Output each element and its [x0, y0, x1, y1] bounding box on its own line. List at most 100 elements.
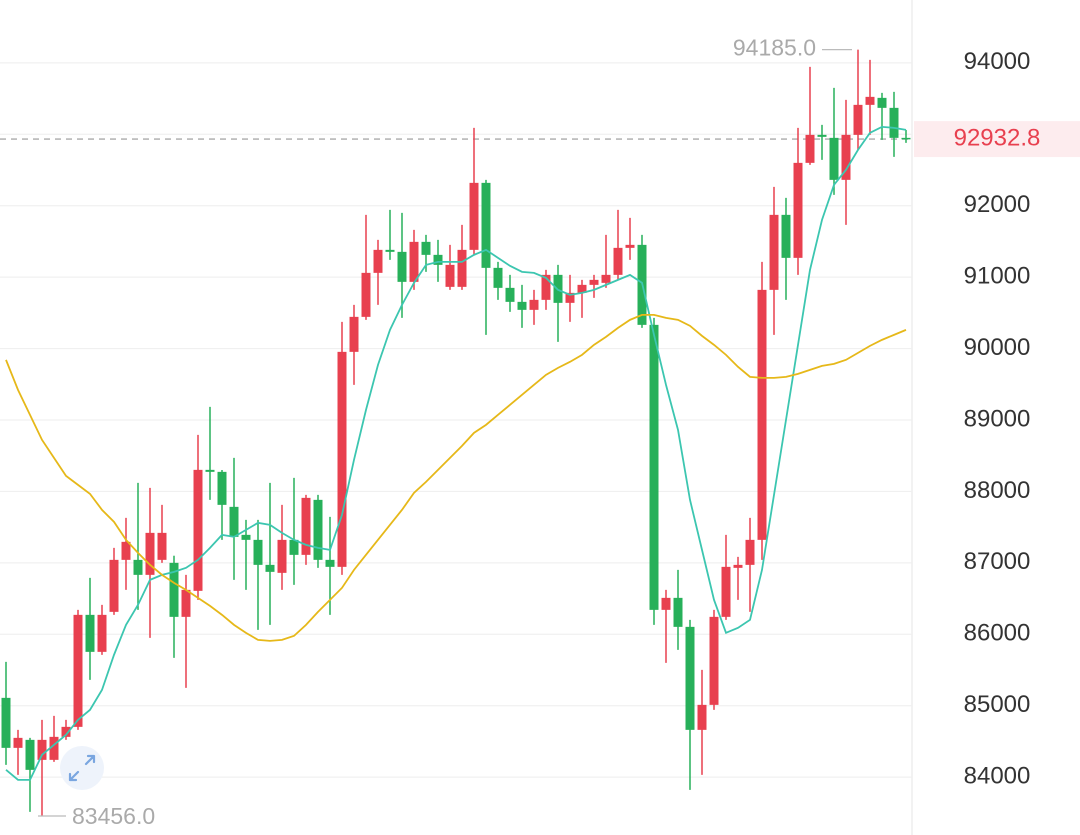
candle: [685, 619, 695, 790]
y-tick-label: 89000: [964, 405, 1031, 432]
candle: [625, 217, 635, 260]
candle: [181, 574, 191, 688]
candle: [61, 719, 71, 740]
candle: [217, 470, 227, 540]
candle: [529, 289, 539, 325]
moving-average-line: [5, 313, 907, 642]
candle-body: [661, 597, 671, 610]
candle-body: [649, 324, 659, 610]
candle-body: [325, 559, 335, 567]
candle-body: [469, 182, 479, 250]
candle-body: [205, 469, 215, 472]
candle: [157, 504, 167, 563]
candle: [85, 577, 95, 680]
candle: [889, 91, 899, 157]
candle-body: [73, 614, 83, 727]
candle-body: [25, 739, 35, 770]
candle-body: [733, 564, 743, 568]
expand-icon-bg: [60, 746, 104, 790]
candle-body: [529, 299, 539, 310]
candle: [457, 224, 467, 290]
candle: [325, 516, 335, 615]
candle: [37, 719, 47, 816]
y-tick-label: 86000: [964, 620, 1031, 647]
candle-body: [625, 244, 635, 248]
candle-body: [721, 566, 731, 617]
candle-body: [385, 249, 395, 252]
candle: [73, 609, 83, 730]
candle: [373, 239, 383, 305]
candle-body: [337, 351, 347, 567]
candle-body: [133, 559, 143, 575]
candle-body: [901, 137, 911, 140]
candle: [769, 186, 779, 335]
y-tick-label: 87000: [964, 548, 1031, 575]
candle: [397, 212, 407, 318]
candle: [25, 737, 35, 812]
candle-body: [541, 274, 551, 300]
candle-body: [85, 614, 95, 652]
candle-body: [817, 134, 827, 137]
candle: [697, 669, 707, 775]
y-tick-label: 91000: [964, 262, 1031, 289]
candle-body: [313, 499, 323, 560]
candle: [649, 317, 659, 625]
candle: [301, 494, 311, 565]
candle-body: [157, 532, 167, 560]
candle-body: [781, 214, 791, 258]
candle: [817, 124, 827, 160]
candle: [661, 589, 671, 663]
expand-icon-arrows: [68, 754, 96, 782]
candle: [253, 519, 263, 630]
candle-body: [757, 289, 767, 540]
candle-body: [421, 241, 431, 255]
candle-body: [277, 539, 287, 573]
candle: [901, 130, 911, 143]
candle: [265, 482, 275, 625]
candle: [1, 661, 11, 765]
candle: [193, 434, 203, 600]
candle: [97, 604, 107, 655]
candle-body: [505, 287, 515, 302]
candle: [757, 261, 767, 560]
candle: [289, 477, 299, 585]
candle-body: [709, 616, 719, 705]
candle: [13, 729, 23, 775]
candle-body: [361, 272, 371, 317]
candle-body: [889, 107, 899, 138]
candle-body: [829, 137, 839, 180]
candle-body: [49, 736, 59, 760]
candle-body: [241, 534, 251, 540]
candle-body: [373, 249, 383, 273]
min-label: 83456.0: [72, 803, 155, 829]
candle-body: [397, 251, 407, 282]
candle: [721, 534, 731, 620]
y-tick-label: 85000: [964, 691, 1031, 718]
candle: [565, 274, 575, 322]
candle-body: [745, 539, 755, 565]
candle-body: [493, 267, 503, 288]
candle-body: [145, 532, 155, 575]
candle: [229, 457, 239, 580]
candle: [517, 284, 527, 328]
candle-body: [481, 182, 491, 268]
candle-body: [289, 539, 299, 555]
candle: [601, 234, 611, 288]
candle: [481, 179, 491, 335]
y-tick-label: 92000: [964, 191, 1031, 218]
candle-body: [457, 249, 467, 287]
candle-body: [409, 241, 419, 282]
candle-body: [193, 469, 203, 591]
candle-body: [517, 301, 527, 310]
candle: [709, 609, 719, 710]
candle: [805, 66, 815, 165]
expand-icon[interactable]: [60, 746, 104, 790]
last-price-label: 92932.8: [954, 124, 1041, 151]
candle: [829, 87, 839, 195]
candle-body: [685, 626, 695, 730]
candle: [385, 209, 395, 260]
candle: [445, 244, 455, 290]
candle: [361, 214, 371, 320]
candle-body: [433, 254, 443, 265]
